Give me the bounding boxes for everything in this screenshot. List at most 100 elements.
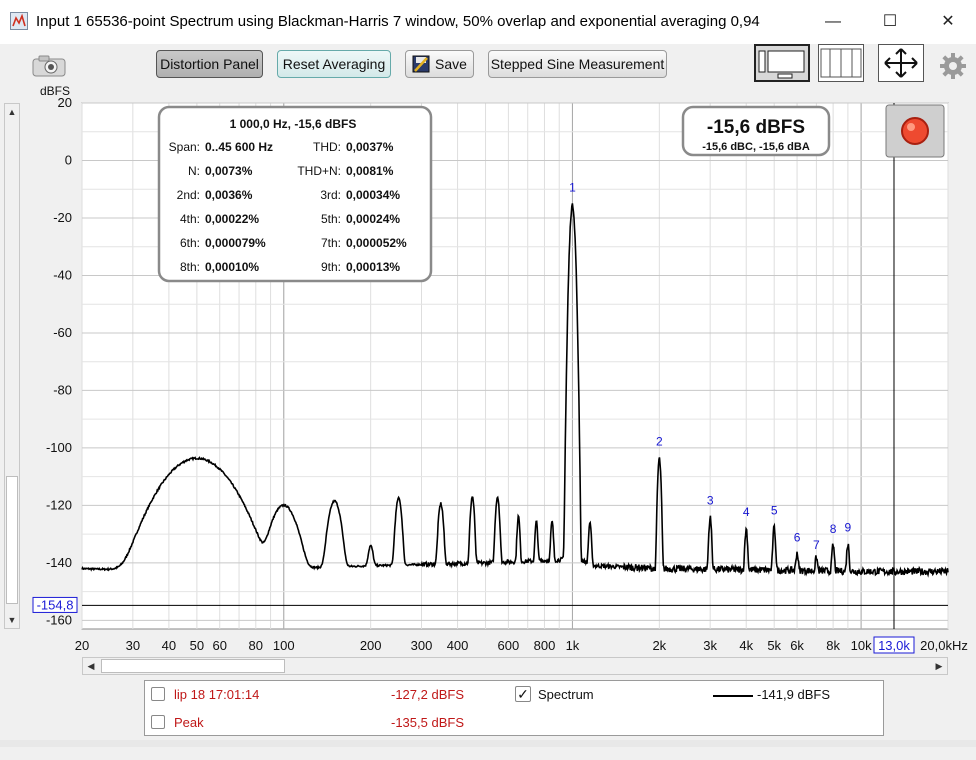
x-tick-label: 200: [360, 638, 382, 653]
x-tick-label: 60: [212, 638, 226, 653]
x-tick-label: 20,0kHz: [920, 638, 968, 653]
x-tick-label: 800: [534, 638, 556, 653]
x-tick-label: 40: [162, 638, 176, 653]
distortion-row-label: THD:: [313, 140, 341, 154]
columns-view-icon[interactable]: [818, 44, 864, 82]
legend-lip-name: lip 18 17:01:14: [174, 687, 260, 702]
y-tick-label: -80: [53, 382, 72, 397]
vertical-scroll-thumb[interactable]: [6, 476, 18, 604]
horizontal-scrollbar[interactable]: ◀ ▶: [82, 657, 948, 675]
camera-icon[interactable]: [30, 54, 68, 78]
x-tick-label: 80: [249, 638, 263, 653]
y-axis-label: dBFS: [40, 84, 70, 98]
scroll-left-button[interactable]: ◀: [87, 661, 95, 671]
stepped-sine-button[interactable]: Stepped Sine Measurement: [488, 50, 667, 78]
fit-arrows-icon[interactable]: [878, 44, 924, 82]
x-tick-label: 4k: [739, 638, 753, 653]
distortion-header: 1 000,0 Hz, -15,6 dBFS: [230, 117, 357, 131]
level-readout-box: [681, 105, 831, 157]
harmonic-label: 7: [813, 538, 820, 552]
distortion-row-value: 0,00010%: [205, 260, 259, 274]
x-tick-label: 50: [190, 638, 204, 653]
y-tick-label: -20: [53, 210, 72, 225]
reset-averaging-button[interactable]: Reset Averaging: [277, 50, 391, 78]
x-tick-label: 600: [498, 638, 520, 653]
distortion-row-value: 0,0081%: [346, 164, 394, 178]
legend-peak-name: Peak: [174, 715, 204, 730]
y-tick-label: -60: [53, 325, 72, 340]
y-tick-label: 0: [65, 152, 72, 167]
x-tick-label: 400: [447, 638, 469, 653]
y-tick-label: -160: [46, 612, 72, 627]
status-strip: [0, 740, 976, 747]
legend-checkbox-peak[interactable]: [151, 715, 165, 729]
save-icon: [412, 55, 430, 73]
level-main-readout: -15,6 dBFS: [707, 117, 805, 138]
distortion-row-label: THD+N:: [297, 164, 341, 178]
gear-icon[interactable]: [938, 51, 968, 81]
distortion-row-label: 2nd:: [177, 188, 200, 202]
y-tick-label: -40: [53, 267, 72, 282]
level-sub-readout: -15,6 dBC, -15,6 dBA: [702, 141, 810, 153]
spectrum-trace: [81, 203, 949, 578]
y-tick-label: -120: [46, 497, 72, 512]
layout-view-icon[interactable]: [754, 44, 810, 82]
toolbar: Distortion Panel Reset Averaging Save St…: [0, 44, 976, 88]
distortion-row-label: 5th:: [321, 212, 341, 226]
legend-spectrum-line: [713, 695, 753, 697]
legend-checkbox-spectrum[interactable]: ✓: [515, 686, 531, 702]
app-icon: [10, 12, 28, 30]
distortion-row-label: 9th:: [321, 260, 341, 274]
record-icon[interactable]: [901, 117, 929, 145]
harmonic-label: 6: [794, 531, 801, 545]
record-icon-highlight: [907, 123, 915, 131]
legend-panel: lip 18 17:01:14 -127,2 dBFS Peak -135,5 …: [144, 680, 884, 736]
horizontal-scroll-thumb[interactable]: [101, 659, 285, 673]
vertical-scrollbar[interactable]: ▲ ▼: [4, 103, 20, 629]
distortion-panel-button[interactable]: Distortion Panel: [156, 50, 263, 78]
x-tick-label: 300: [411, 638, 433, 653]
distortion-row-value: 0,0036%: [205, 188, 253, 202]
cursor-x-readout-box: [873, 636, 915, 654]
y-tick-label: -100: [46, 440, 72, 455]
harmonic-label: 5: [771, 503, 778, 517]
legend-checkbox-lip[interactable]: [151, 687, 165, 701]
scroll-right-button[interactable]: ▶: [935, 661, 943, 671]
x-tick-label: 20: [75, 638, 89, 653]
distortion-row-label: 3rd:: [320, 188, 341, 202]
distortion-row-value: 0,000052%: [346, 236, 407, 250]
minimize-button[interactable]: —: [825, 13, 841, 30]
distortion-row-label: Span:: [169, 140, 200, 154]
window-title: Input 1 65536-point Spectrum using Black…: [36, 13, 760, 30]
x-tick-label: 100: [273, 638, 295, 653]
x-tick-label: 2k: [652, 638, 666, 653]
x-tick-label: 6k: [790, 638, 804, 653]
harmonic-label: 1: [569, 180, 576, 194]
distortion-row-label: 4th:: [180, 212, 200, 226]
distortion-row-value: 0,00022%: [205, 212, 259, 226]
harmonic-label: 8: [830, 522, 837, 536]
harmonic-label: 2: [656, 434, 663, 448]
distortion-row-value: 0,00013%: [346, 260, 400, 274]
x-tick-label: 3k: [703, 638, 717, 653]
save-button[interactable]: Save: [405, 50, 474, 78]
cursor-y-readout-box: [32, 596, 78, 613]
scroll-down-button[interactable]: ▼: [7, 615, 17, 625]
scroll-up-button[interactable]: ▲: [7, 107, 17, 117]
legend-spectrum-value: -141,9 dBFS: [757, 687, 830, 702]
distortion-row-value: 0..45 600 Hz: [205, 140, 273, 154]
harmonic-label: 9: [845, 521, 852, 535]
cursor-x-readout: 13,0k: [878, 638, 910, 653]
x-tick-label: 1k: [566, 638, 580, 653]
x-tick-label: 8k: [826, 638, 840, 653]
x-tick-label: 30: [126, 638, 140, 653]
save-label: Save: [435, 56, 467, 72]
distortion-row-value: 0,0073%: [205, 164, 253, 178]
y-tick-label: -140: [46, 555, 72, 570]
close-button[interactable]: ✕: [941, 13, 955, 30]
distortion-row-label: 8th:: [180, 260, 200, 274]
maximize-button[interactable]: ☐: [882, 13, 898, 30]
distortion-row-value: 0,0037%: [346, 140, 394, 154]
x-tick-label: 5k: [767, 638, 781, 653]
